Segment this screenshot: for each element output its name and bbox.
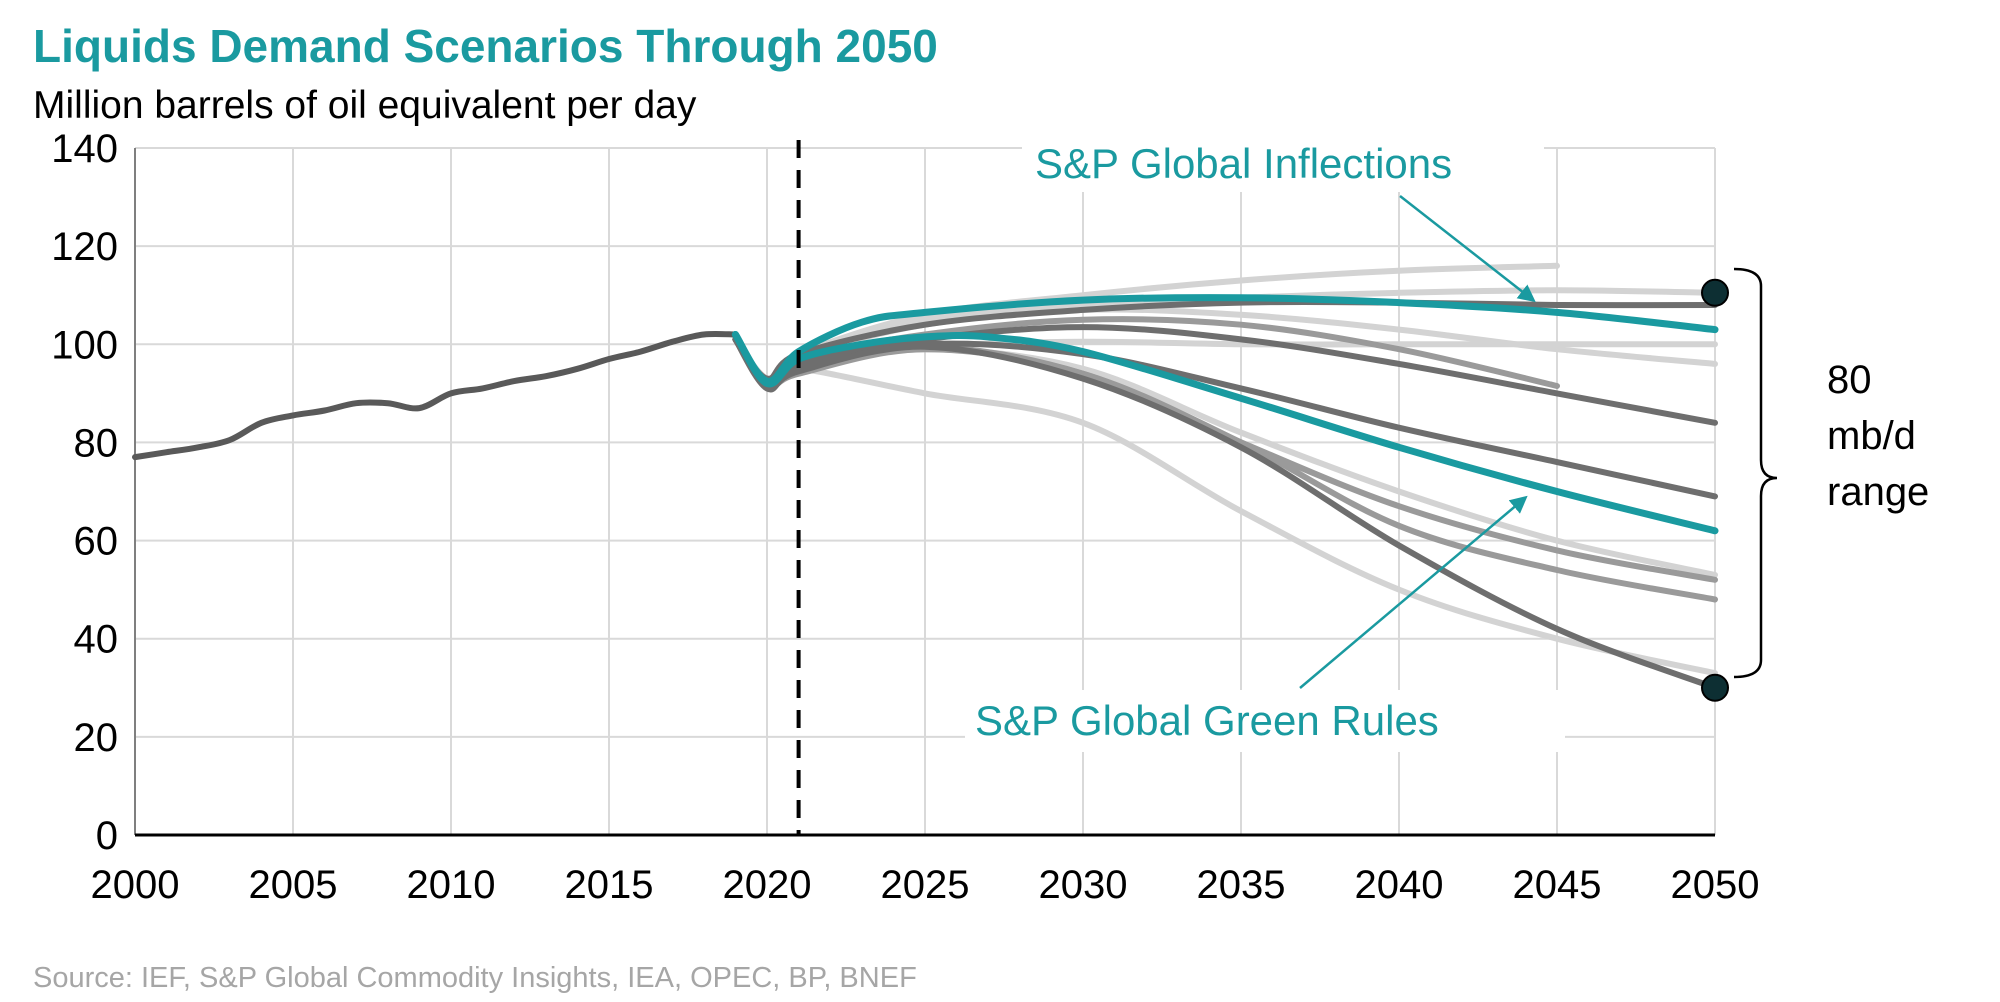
range-brace: [1733, 267, 1778, 679]
inflections-label: S&P Global Inflections: [1035, 140, 1452, 187]
range-label-value: 80: [1827, 358, 1872, 402]
inflections-callout: S&P Global Inflections: [1022, 132, 1544, 303]
series-lines: [132, 140, 1719, 835]
y-tick-label: 60: [74, 520, 119, 564]
endpoint-markers: [1701, 278, 1729, 702]
y-tick-label: 20: [74, 716, 119, 760]
chart-subtitle: Million barrels of oil equivalent per da…: [33, 84, 697, 127]
green-rules-arrow: [1299, 495, 1528, 689]
x-tick-label: 2035: [1197, 863, 1286, 907]
x-tick-label: 2040: [1355, 863, 1444, 907]
x-tick-label: 2020: [723, 863, 812, 907]
y-tick-label: 80: [74, 421, 119, 465]
inflections-label-bg: [1022, 132, 1544, 192]
scenario-line-14: [732, 336, 1718, 677]
historical-line: [132, 330, 739, 461]
y-tick-label: 140: [51, 127, 118, 171]
range-label-unit: mb/d: [1827, 414, 1916, 458]
green-rules-callout: S&P Global Green Rules: [965, 495, 1565, 752]
y-tick-label: 100: [51, 323, 118, 367]
y-tick-label: 120: [51, 225, 118, 269]
x-tick-label: 2010: [407, 863, 496, 907]
green-rules-label-bg: [965, 690, 1565, 752]
x-tick-label: 2045: [1513, 863, 1602, 907]
range-high-marker: [1701, 278, 1729, 307]
scenario-line-12: [732, 336, 1718, 603]
range-label-word: range: [1827, 470, 1929, 514]
x-tick-label: 2000: [91, 863, 180, 907]
chart-title: Liquids Demand Scenarios Through 2050: [33, 20, 938, 72]
source-note: Source: IEF, S&P Global Commodity Insigh…: [33, 962, 917, 994]
y-axis-ticks: 0 20 40 60 80 100 120 140: [51, 127, 118, 858]
x-tick-label: 2005: [249, 863, 338, 907]
inflections-arrow: [1399, 195, 1536, 303]
y-tick-label: 40: [74, 618, 119, 662]
x-axis-ticks: 2000 2005 2010 2015 2020 2025 2030 2035 2040 2045…: [91, 863, 1760, 907]
x-tick-label: 2030: [1039, 863, 1128, 907]
range-bracket: 80 mb/d range: [1733, 267, 1929, 679]
x-tick-label: 2025: [881, 863, 970, 907]
range-low-marker: [1701, 673, 1729, 702]
x-tick-label: 2050: [1671, 863, 1760, 907]
x-tick-label: 2015: [565, 863, 654, 907]
green-rules-label: S&P Global Green Rules: [975, 697, 1439, 744]
scenario-line-13: [732, 336, 1718, 691]
y-tick-label: 0: [96, 814, 118, 858]
scenario-line-9: [732, 336, 1718, 500]
